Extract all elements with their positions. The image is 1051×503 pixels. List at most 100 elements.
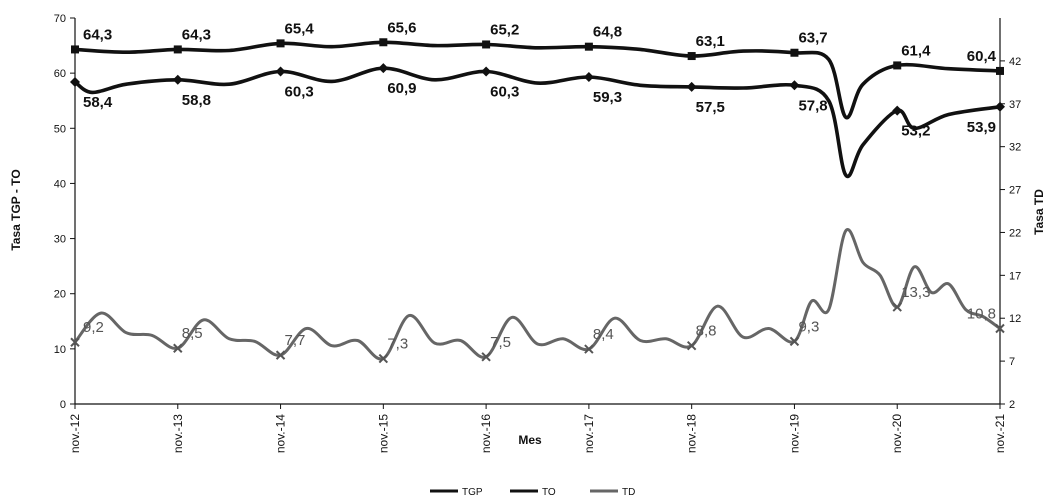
data-label-td: 8,4 bbox=[593, 326, 614, 343]
marker-td bbox=[173, 343, 183, 353]
y-left-tick-label: 40 bbox=[54, 178, 66, 190]
marker-tgp bbox=[379, 38, 388, 47]
data-label-tgp: 63,7 bbox=[798, 30, 827, 47]
data-label-td: 7,3 bbox=[387, 336, 408, 353]
y-left-tick-label: 20 bbox=[54, 289, 66, 301]
data-label-td: 10,8 bbox=[967, 306, 996, 323]
y-left-tick-label: 50 bbox=[54, 123, 66, 135]
x-tick-label: nov.-20 bbox=[890, 414, 904, 453]
data-label-to: 60,3 bbox=[490, 83, 519, 100]
marker-to bbox=[275, 66, 286, 77]
data-label-to: 60,3 bbox=[285, 83, 314, 100]
x-tick-label: nov.-19 bbox=[787, 414, 801, 453]
marker-td bbox=[481, 352, 491, 362]
marker-to bbox=[892, 105, 903, 116]
data-label-tgp: 64,8 bbox=[593, 24, 622, 41]
x-tick-label: nov.-21 bbox=[993, 414, 1007, 453]
y-right-tick-label: 7 bbox=[1009, 356, 1015, 368]
x-tick-label: nov.-17 bbox=[582, 414, 596, 453]
data-label-td: 7,5 bbox=[490, 334, 511, 351]
data-label-td: 13,3 bbox=[901, 284, 930, 301]
chart-axes bbox=[74, 18, 1001, 405]
y-right-tick-label: 2 bbox=[1009, 399, 1015, 411]
x-tick-label: nov.-16 bbox=[479, 414, 493, 453]
y-right-tick-label: 22 bbox=[1009, 227, 1021, 239]
x-tick-label: nov.-12 bbox=[68, 414, 82, 453]
marker-to bbox=[583, 72, 594, 83]
marker-tgp bbox=[71, 45, 79, 54]
y-right-tick-label: 42 bbox=[1009, 56, 1021, 68]
marker-to bbox=[172, 74, 183, 85]
data-label-td: 9,2 bbox=[83, 319, 104, 336]
data-label-to: 58,8 bbox=[182, 92, 211, 109]
data-label-tgp: 64,3 bbox=[83, 26, 112, 43]
x-tick-label: nov.-18 bbox=[685, 414, 699, 453]
y-right-tick-label: 32 bbox=[1009, 142, 1021, 154]
chart-series-lines bbox=[73, 40, 1002, 361]
y-left-tick-label: 60 bbox=[54, 68, 66, 80]
marker-tgp bbox=[790, 48, 799, 57]
marker-td bbox=[584, 344, 594, 354]
data-label-tgp: 65,2 bbox=[490, 21, 519, 38]
marker-tgp bbox=[893, 61, 902, 70]
chart-data-labels: 64,3 64,3 65,4 65,6 65,2 64,8 63,1 63,7 61,4 60,4… bbox=[83, 19, 997, 352]
marker-to bbox=[70, 76, 80, 87]
x-tick-label: nov.-14 bbox=[274, 414, 288, 453]
data-label-to: 53,2 bbox=[901, 123, 930, 140]
data-label-to: 53,9 bbox=[967, 119, 996, 136]
data-label-td: 8,8 bbox=[696, 323, 717, 340]
chart-series-markers bbox=[70, 38, 1005, 364]
marker-tgp bbox=[173, 45, 182, 54]
marker-td bbox=[789, 336, 800, 347]
data-label-tgp: 60,4 bbox=[967, 48, 997, 65]
y-axis-right-label: Tasa TD bbox=[1032, 189, 1046, 235]
marker-tgp bbox=[276, 39, 285, 48]
data-label-to: 58,4 bbox=[83, 94, 113, 111]
x-tick-label: nov.-13 bbox=[171, 414, 185, 453]
marker-td bbox=[892, 302, 902, 312]
data-label-tgp: 65,4 bbox=[285, 20, 315, 37]
legend: TGP TO TD bbox=[430, 487, 635, 498]
marker-td bbox=[686, 340, 697, 351]
legend-label-tgp: TGP bbox=[462, 487, 483, 498]
data-label-tgp: 63,1 bbox=[696, 33, 725, 50]
y-right-tick-label: 12 bbox=[1009, 313, 1021, 325]
marker-td bbox=[378, 353, 389, 364]
y-left-tick-label: 70 bbox=[54, 13, 66, 25]
marker-to bbox=[686, 81, 697, 92]
marker-tgp bbox=[584, 42, 593, 51]
y-right-tick-label: 17 bbox=[1009, 270, 1021, 282]
data-label-td: 8,5 bbox=[182, 325, 203, 342]
y-axis-left-label: Tasa TGP - TO bbox=[9, 169, 23, 250]
legend-label-td: TD bbox=[622, 487, 635, 498]
legend-label-to: TO bbox=[542, 487, 556, 498]
data-label-to: 59,3 bbox=[593, 89, 622, 106]
data-label-tgp: 65,6 bbox=[387, 19, 416, 36]
y-left-tick-label: 30 bbox=[54, 234, 66, 246]
marker-to bbox=[378, 63, 389, 74]
data-label-td: 7,7 bbox=[285, 332, 306, 349]
series-line-td bbox=[73, 228, 1002, 361]
marker-td bbox=[995, 323, 1005, 334]
series-line-tgp bbox=[73, 40, 1002, 120]
marker-td bbox=[275, 350, 286, 360]
data-label-td: 9,3 bbox=[798, 318, 819, 335]
x-axis-label: Mes bbox=[518, 433, 542, 447]
data-label-tgp: 64,3 bbox=[182, 26, 211, 43]
marker-to bbox=[789, 80, 800, 91]
marker-tgp bbox=[482, 40, 491, 49]
x-tick-label: nov.-15 bbox=[376, 414, 390, 453]
y-left-tick-label: 0 bbox=[60, 399, 66, 411]
data-label-tgp: 61,4 bbox=[901, 42, 931, 59]
y-left-tick-label: 10 bbox=[54, 344, 66, 356]
data-label-to: 60,9 bbox=[387, 80, 416, 97]
marker-tgp bbox=[687, 52, 696, 61]
marker-td bbox=[70, 337, 80, 347]
y-right-tick-label: 37 bbox=[1009, 99, 1021, 111]
marker-to bbox=[995, 101, 1005, 112]
marker-to bbox=[481, 66, 492, 77]
data-label-to: 57,5 bbox=[696, 99, 725, 116]
y-right-tick-label: 27 bbox=[1009, 185, 1021, 197]
